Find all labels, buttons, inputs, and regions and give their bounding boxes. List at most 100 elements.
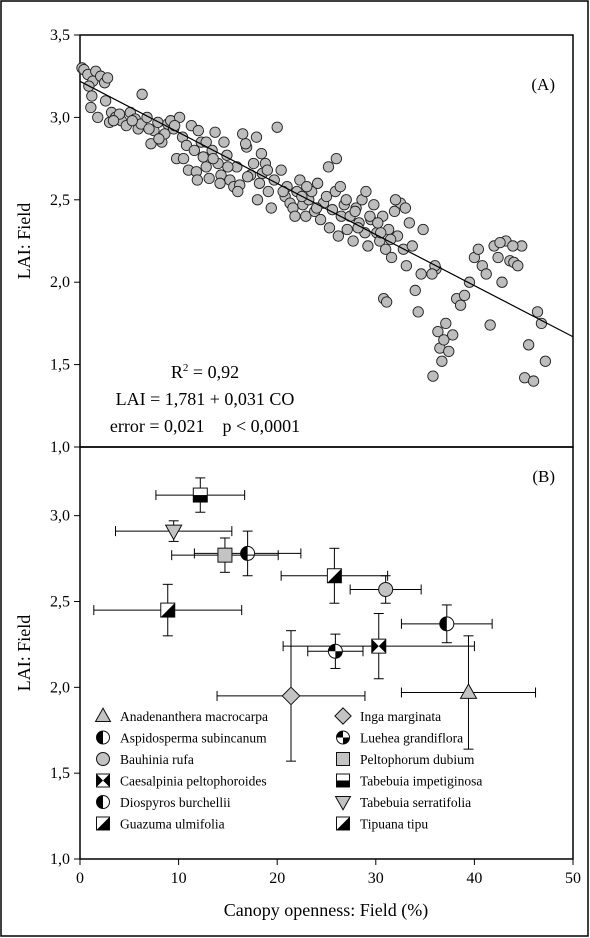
legend-item: Bauhinia rufa [96, 752, 194, 767]
x-tick-label: 20 [269, 870, 285, 887]
marker-triangle-up [459, 683, 478, 699]
data-point [436, 355, 448, 367]
marker-square-half-bottom [336, 773, 350, 788]
marker-quarter-fill [343, 737, 350, 744]
marker-circle-fill [96, 731, 103, 744]
data-point [250, 131, 263, 143]
marker-triangle-up [459, 683, 478, 699]
data-point [188, 144, 201, 157]
data-point [412, 306, 424, 318]
data-point [458, 289, 471, 302]
data-point [340, 194, 352, 206]
legend-label: Guazuma ulmifolia [120, 817, 225, 832]
species-point [400, 635, 537, 750]
data-point [301, 180, 313, 193]
data-point [443, 345, 455, 358]
data-point [255, 148, 268, 160]
marker-square-diagonal [326, 568, 342, 584]
data-point [330, 152, 343, 165]
marker-circle-half-left [439, 616, 455, 632]
marker-circle-fill [96, 795, 103, 809]
marker-triangle-down [164, 524, 183, 541]
data-point [251, 194, 264, 206]
data-point [417, 223, 429, 236]
legend-item: Diospyros burchellii [96, 795, 231, 810]
legend-label: Bauhinia rufa [120, 752, 194, 767]
data-point [200, 136, 212, 148]
data-point [480, 268, 492, 280]
data-point [261, 164, 273, 176]
r2-exponent: 2 [183, 362, 189, 374]
data-point [522, 339, 535, 351]
marker-square [217, 547, 233, 563]
data-point [380, 243, 392, 255]
data-point [484, 319, 496, 331]
data-point [341, 223, 353, 236]
marker-triangle-up [94, 707, 112, 723]
marker-diamond [281, 686, 301, 706]
x-tick-label: 30 [368, 870, 384, 887]
data-point [494, 236, 506, 249]
data-point [214, 177, 226, 189]
data-point [247, 157, 260, 170]
legend-item: Guazuma ulmifolia [96, 816, 225, 832]
data-point [368, 199, 380, 211]
data-point [218, 136, 230, 148]
data-point [406, 240, 418, 252]
data-point [362, 240, 374, 252]
species-point [193, 530, 302, 577]
marker-circle-fill [240, 546, 248, 561]
species-point [155, 477, 246, 513]
marker-diamond [334, 707, 352, 725]
species-point [93, 583, 243, 637]
data-point [294, 174, 306, 186]
marker-quarter-fill [335, 651, 343, 659]
marker-square-fill [96, 817, 110, 830]
r2-base: R [171, 362, 183, 382]
marker-square-diagonal [160, 602, 176, 618]
data-point [222, 161, 234, 173]
data-point [253, 177, 266, 189]
data-point [389, 194, 402, 206]
data-point [403, 217, 415, 229]
species-point [171, 537, 279, 573]
data-point [262, 185, 274, 198]
legend-item: Aspidosperma subincanum [96, 730, 267, 746]
data-point [275, 164, 287, 176]
data-point [271, 121, 283, 133]
species-point [307, 633, 364, 669]
data-point [153, 133, 165, 145]
panel-a-y-ticks: 1,0 1,5 2,0 2,5 3,0 3,5 [50, 27, 80, 456]
marker-bowtie-fill [103, 774, 110, 787]
data-point [400, 260, 413, 272]
marker-square-diagonal [336, 816, 350, 831]
panel-a: (A) LAI: Field 1,0 1,5 2,0 2,5 3,0 3,5 R2 = 0… [14, 27, 574, 456]
data-point [191, 174, 203, 186]
data-point [539, 355, 552, 367]
panel-a-stats: error = 0,021 p < 0,0001 [110, 416, 300, 436]
marker-bowtie-fill [371, 639, 379, 654]
legend-label: Caesalpinia peltophoroides [120, 774, 267, 789]
y-tick-label: 2,5 [50, 594, 70, 611]
legend-label: Aspidosperma subincanum [120, 731, 267, 746]
panel-a-regression-line [79, 80, 574, 338]
data-point [203, 172, 215, 185]
marker-square-fill [327, 568, 342, 583]
panel-a-y-axis-label: LAI: Field [14, 203, 34, 280]
data-point [454, 299, 467, 311]
legend-item: Peltophorum dubium [336, 752, 475, 767]
legend-label: Anadenanthera macrocarpa [120, 709, 268, 724]
marker-quarter-fill [336, 731, 343, 738]
data-point [92, 111, 104, 124]
data-point [380, 296, 393, 308]
data-point [192, 124, 204, 137]
marker-quarter-fill [328, 644, 336, 652]
marker-triangle-up [94, 707, 112, 723]
data-point [347, 235, 359, 247]
legend-label: Luehea grandiflora [360, 731, 463, 746]
marker-diamond [334, 707, 352, 725]
data-point [101, 72, 114, 84]
data-point [512, 260, 524, 272]
y-tick-label: 2,5 [50, 192, 70, 209]
